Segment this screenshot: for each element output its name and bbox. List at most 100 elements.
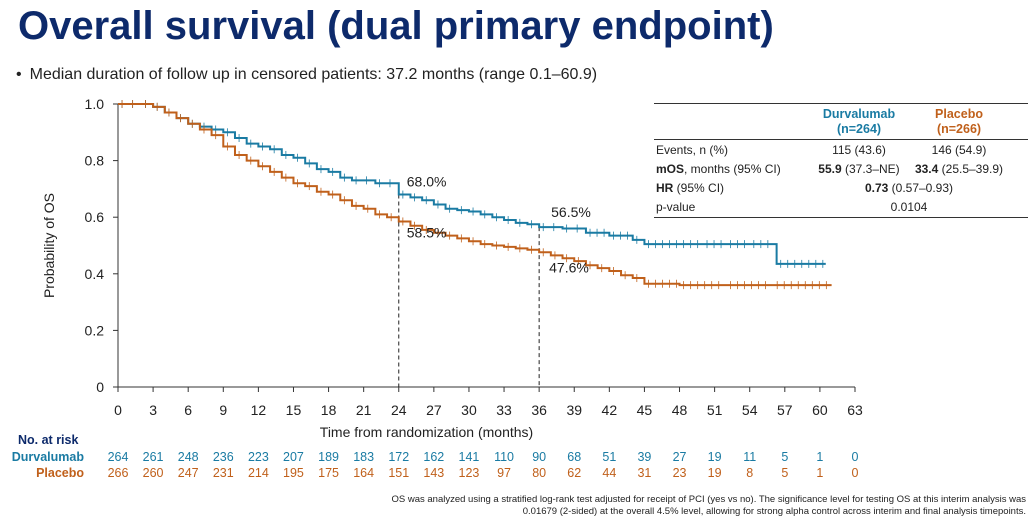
risk-cell: 248 [177,450,199,464]
follow-up-text: Median duration of follow up in censored… [29,66,598,83]
survival-annotation: 58.5% [407,224,447,240]
risk-cell: 162 [423,450,445,464]
x-tick-label: 60 [812,402,828,418]
col-placebo-n: (n=266) [936,122,982,136]
mos-durva: 55.9 (37.3–NE) [809,162,909,176]
footnote: OS was analyzed using a stratified log-r… [391,494,1026,517]
risk-cell: 264 [107,450,129,464]
y-tick-label: 0 [96,379,104,395]
mos-durva-rest: (37.3–NE) [841,162,900,176]
risk-cell: 189 [318,450,339,464]
row-label-hr: HR (95% CI) [656,181,724,195]
mos-label-bold: mOS [656,162,685,176]
risk-cell: 90 [532,450,547,464]
x-tick-label: 51 [707,402,723,418]
risk-cell: 31 [637,466,652,480]
x-tick-label: 63 [847,402,863,418]
x-tick-label: 36 [531,402,547,418]
km-chart: 0 3 6 9 12 15 18 21 24 27 30 33 36 39 42 45 48 51 54 57 60 63… [41,96,863,440]
bullet-dot-icon: • [16,66,22,83]
risk-cell: 23 [672,466,687,480]
events-durva: 115 (43.6) [832,143,886,157]
y-tick-label: 0.2 [85,322,105,338]
x-tick-label: 39 [566,402,582,418]
risk-cell: 19 [707,466,722,480]
risk-cell: 27 [672,450,687,464]
risk-cell: 236 [212,450,234,464]
x-tick-label: 9 [219,402,227,418]
col-durva-name: Durvalumab [822,107,896,121]
hr-label-rest: (95% CI) [673,181,725,195]
risk-cell: 260 [142,466,164,480]
risk-cell: 195 [283,466,304,480]
x-tick-label: 3 [149,402,157,418]
risk-cell: 0 [851,466,859,480]
hr-rest: (0.57–0.93) [888,181,954,195]
survival-annotation: 68.0% [407,174,447,190]
risk-cell: 172 [388,450,410,464]
x-tick-label: 33 [496,402,512,418]
x-axis-label: Time from randomization (months) [320,424,533,440]
risk-cell: 44 [602,466,617,480]
col-durva-n: (n=264) [836,122,882,136]
x-tick-label: 18 [321,402,337,418]
risk-cell: 164 [353,466,375,480]
x-tick-label: 45 [637,402,653,418]
survival-annotation: 47.6% [549,259,589,275]
hr-label-bold: HR [656,181,674,195]
table-bottom-rule [654,217,1028,218]
km-curve-placebo [118,103,832,287]
risk-cell: 247 [177,466,199,480]
risk-table-header: No. at risk [18,433,79,447]
x-tick-label: 21 [356,402,372,418]
y-tick-label: 0.4 [85,266,105,282]
x-tick-label: 54 [742,402,758,418]
x-tick-label: 0 [114,402,122,418]
risk-cell: 39 [637,450,652,464]
risk-cell: 97 [497,466,511,480]
hr-bold: 0.73 [864,181,889,195]
slide-title: Overall survival (dual primary endpoint) [18,4,774,48]
risk-cell: 19 [707,450,722,464]
mos-placebo-bold: 33.4 [914,162,939,176]
risk-cell: 5 [781,466,789,480]
hr-value: 0.73 (0.57–0.93) [809,181,1009,195]
risk-cell: 231 [212,466,234,480]
y-tick-label: 0.6 [85,209,105,225]
risk-cell: 11 [743,450,757,464]
risk-cell: 80 [532,466,547,480]
table-top-rule [654,103,1028,104]
risk-cell: 261 [142,450,164,464]
y-axis-label: Probability of OS [41,193,57,298]
risk-cell: 68 [567,450,582,464]
risk-cell: 214 [247,466,269,480]
x-tick-label: 24 [391,402,407,418]
row-label-events: Events, n (%) [656,143,729,157]
mos-placebo-rest: (25.5–39.9) [938,162,1004,176]
risk-row-label-placebo: Placebo [36,466,84,480]
p-value: 0.0104 [890,200,928,214]
x-tick-label: 42 [602,402,618,418]
survival-annotation: 56.5% [551,204,591,220]
x-tick-label: 6 [184,402,192,418]
risk-cell: 0 [851,450,859,464]
col-header-placebo: Placebo (n=266) [909,107,1009,137]
risk-cell: 1 [816,450,824,464]
follow-up-bullet: • Median duration of follow up in censore… [16,66,597,84]
table-header-rule [654,139,1028,140]
col-placebo-name: Placebo [935,107,983,121]
x-tick-label: 12 [251,402,267,418]
risk-cell: 183 [353,450,375,464]
mos-label-rest: , months (95% CI) [684,162,781,176]
events-placebo: 146 (54.9) [931,143,987,157]
x-tick-label: 27 [426,402,442,418]
x-tick-label: 15 [286,402,302,418]
x-tick-label: 48 [672,402,688,418]
y-tick-label: 0.8 [85,153,105,169]
col-header-durvalumab: Durvalumab (n=264) [809,107,909,137]
risk-row-label-durvalumab: Durvalumab [11,450,84,464]
risk-cell: 223 [247,450,269,464]
risk-cell: 266 [107,466,129,480]
mos-placebo: 33.4 (25.5–39.9) [909,162,1009,176]
x-tick-label: 30 [461,402,477,418]
